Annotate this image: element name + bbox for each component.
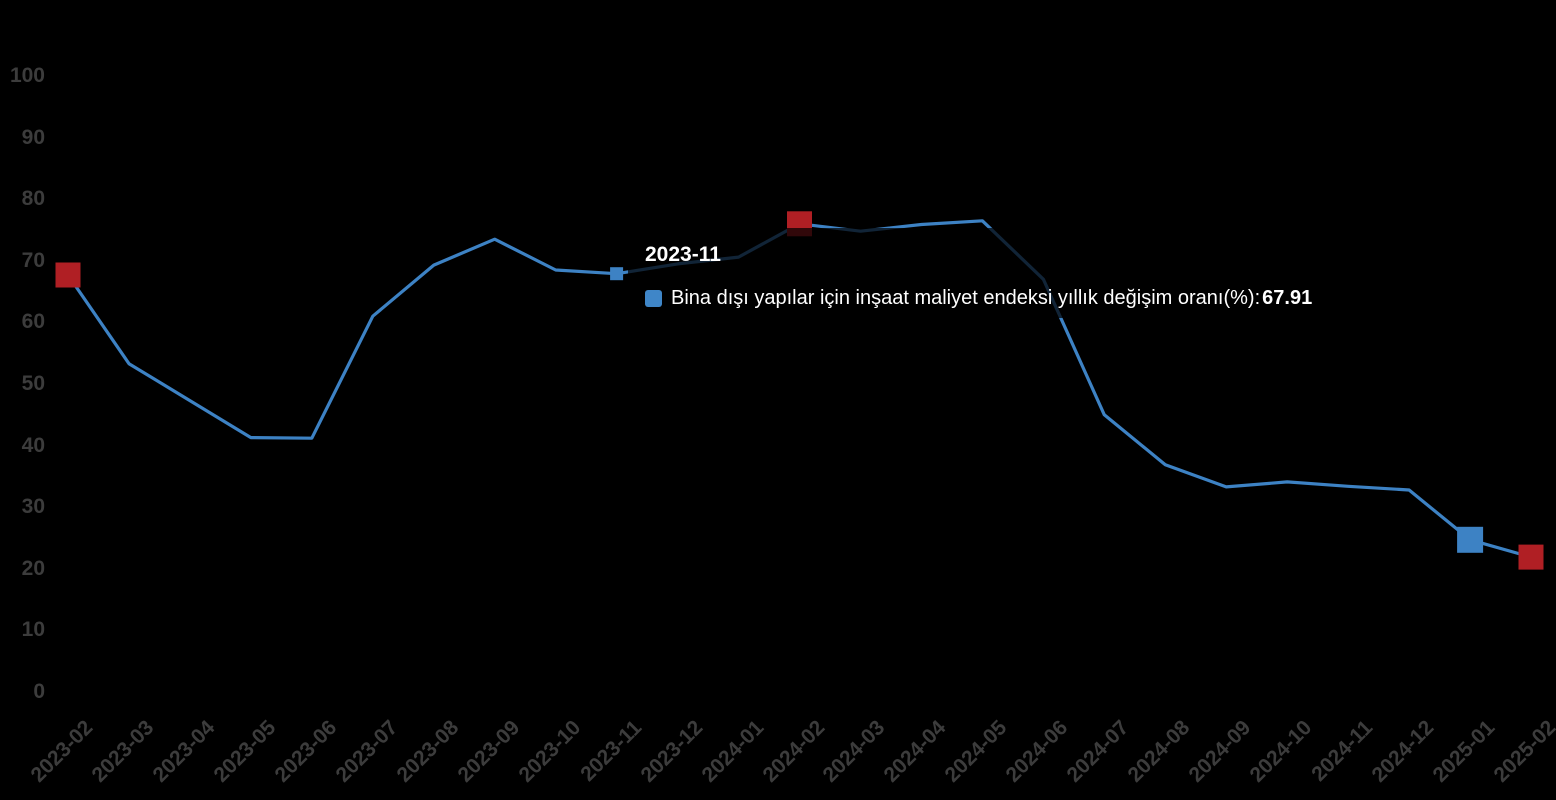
tooltip-series-label: Bina dışı yapılar için inşaat maliyet en…: [671, 287, 1255, 309]
tooltip-title: 2023-11: [645, 243, 721, 266]
hovered-point-marker[interactable]: [610, 267, 624, 281]
red-square-marker[interactable]: [55, 262, 81, 288]
y-axis-tick-label: 40: [21, 434, 45, 457]
y-axis-tick-label: 30: [21, 495, 45, 518]
y-axis-tick-label: 90: [21, 126, 45, 149]
tooltip-series-row: Bina dışı yapılar için inşaat maliyet en…: [645, 287, 1444, 309]
tooltip-separator: :: [1254, 287, 1261, 309]
red-square-marker[interactable]: [1518, 544, 1544, 570]
y-axis-tick-label: 50: [21, 372, 45, 395]
y-axis-tick-label: 10: [21, 618, 45, 641]
tooltip-value: 67.91: [1262, 287, 1313, 309]
y-axis-tick-label: 0: [33, 680, 45, 703]
y-axis-tick-label: 60: [21, 310, 45, 333]
y-axis-tick-label: 80: [21, 187, 45, 210]
series-swatch-icon: [645, 289, 662, 307]
y-axis-tick-label: 100: [9, 64, 45, 87]
tooltip: 2023-11 Bina dışı yapılar için inşaat ma…: [628, 228, 1461, 318]
y-axis-tick-label: 70: [21, 249, 45, 272]
y-axis-tick-label: 20: [21, 557, 45, 580]
blue-square-marker[interactable]: [1457, 526, 1484, 553]
